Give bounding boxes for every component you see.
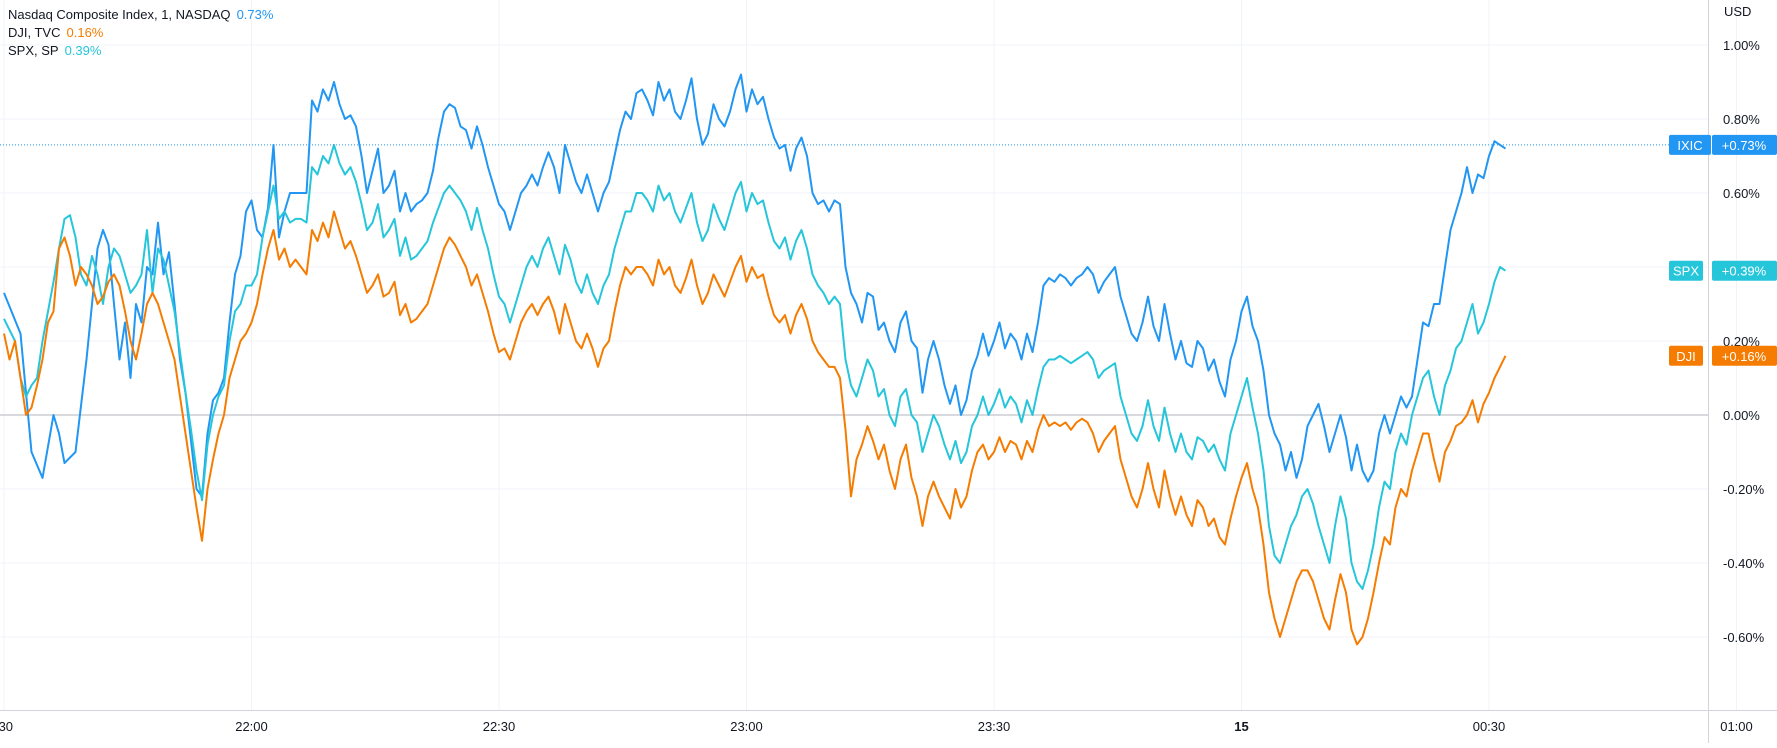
badge-name-bg (1669, 134, 1711, 155)
badge-value: +0.39% (1722, 264, 1767, 279)
y-tick-label: 0.60% (1723, 186, 1760, 201)
badge-dji: DJI +0.16% (1669, 345, 1777, 366)
x-tick-label: 23:00 (730, 719, 763, 734)
legend-label-dji: DJI, TVC (8, 25, 61, 40)
badge-value: +0.73% (1722, 138, 1767, 153)
series-badges: IXIC +0.73% SPX +0.39% DJI +0.16% (1669, 134, 1777, 366)
legend-label-spx: SPX, SP (8, 43, 59, 58)
badge-name: IXIC (1677, 138, 1702, 153)
legend-label-ixic: Nasdaq Composite Index, 1, NASDAQ (8, 7, 231, 22)
badge-value-bg (1712, 260, 1777, 281)
x-tick-label: 23:30 (978, 719, 1011, 734)
badge-value: +0.16% (1722, 349, 1767, 364)
legend-value-spx: 0.39% (64, 43, 102, 58)
y-tick-label: 0.20% (1723, 334, 1760, 349)
legend-value-ixic: 0.73% (236, 7, 274, 22)
series-lines (3, 73, 1507, 646)
y-tick-label: 0.80% (1723, 112, 1760, 127)
series-line-dji[interactable] (3, 210, 1507, 646)
legend-row-dji[interactable]: DJI, TVC 0.16% (8, 24, 273, 42)
y-tick-label: -0.60% (1723, 630, 1765, 645)
legend-value-dji: 0.16% (66, 25, 104, 40)
y-tick-label: -0.20% (1723, 482, 1765, 497)
badge-name: SPX (1673, 264, 1699, 279)
currency-label: USD (1724, 4, 1751, 19)
badge-value-bg (1712, 345, 1777, 366)
badge-spx: SPX +0.39% (1669, 260, 1777, 281)
legend-row-spx[interactable]: SPX, SP 0.39% (8, 42, 273, 60)
series-line-spx[interactable] (3, 143, 1507, 590)
x-tick-label: 22:30 (483, 719, 516, 734)
x-tick-label: :30 (0, 719, 13, 734)
badge-name-bg (1669, 345, 1703, 366)
legend-row-ixic[interactable]: Nasdaq Composite Index, 1, NASDAQ 0.73% (8, 6, 273, 24)
price-axis[interactable]: USD 1.00%0.80%0.60%0.40%0.20%0.00%-0.20%… (1723, 4, 1765, 645)
badge-name-bg (1669, 260, 1703, 281)
badge-value-bg (1712, 134, 1777, 155)
y-tick-label: 1.00% (1723, 38, 1760, 53)
grid-lines (0, 0, 1737, 710)
y-tick-label: 0.00% (1723, 408, 1760, 423)
x-tick-label: 01:00 (1720, 719, 1753, 734)
badge-ixic: IXIC +0.73% (1669, 134, 1777, 155)
badge-name: DJI (1676, 349, 1696, 364)
x-tick-label: 22:00 (235, 719, 268, 734)
series-line-ixic[interactable] (3, 73, 1507, 498)
time-axis[interactable]: :3022:0022:3023:0023:301500:3001:0001:30… (0, 719, 1777, 734)
legend: Nasdaq Composite Index, 1, NASDAQ 0.73% D… (8, 6, 273, 60)
x-tick-label: 15 (1234, 719, 1248, 734)
y-tick-label: -0.40% (1723, 556, 1765, 571)
x-tick-label: 00:30 (1473, 719, 1506, 734)
